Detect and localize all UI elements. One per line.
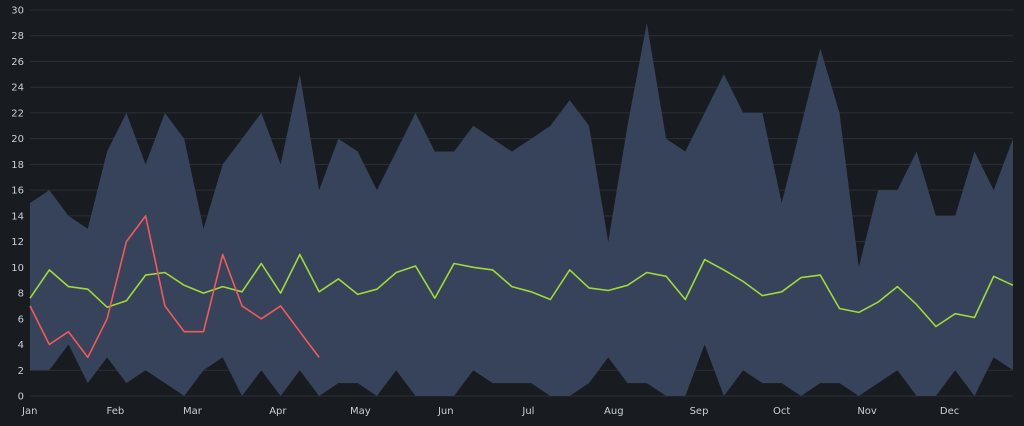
x-tick-label-aug: Aug bbox=[604, 406, 624, 417]
x-tick-label-jun: Jun bbox=[437, 406, 454, 417]
y-tick-label-26: 26 bbox=[11, 57, 24, 68]
y-tick-label-2: 2 bbox=[18, 366, 24, 377]
y-tick-label-28: 28 bbox=[11, 31, 24, 42]
x-axis: Jan Feb Mar Apr May Jun Jul Aug Sep Oct Nov Dec bbox=[21, 406, 959, 417]
x-tick-label-oct: Oct bbox=[773, 406, 790, 417]
y-tick-label-16: 16 bbox=[11, 186, 24, 197]
x-tick-label-mar: Mar bbox=[183, 406, 203, 417]
y-tick-label-30: 30 bbox=[11, 6, 24, 17]
series-lines bbox=[29, 215, 1014, 359]
y-tick-label-24: 24 bbox=[11, 83, 24, 94]
x-tick-label-jan: Jan bbox=[21, 406, 37, 417]
x-tick-label-feb: Feb bbox=[107, 406, 125, 417]
y-tick-label-10: 10 bbox=[11, 263, 24, 274]
y-tick-label-14: 14 bbox=[11, 211, 24, 222]
y-tick-label-6: 6 bbox=[18, 314, 24, 325]
series-line-1 bbox=[29, 253, 1014, 328]
x-tick-label-sep: Sep bbox=[690, 406, 709, 417]
y-tick-label-20: 20 bbox=[11, 134, 24, 145]
range-band bbox=[30, 22, 1013, 397]
range-band-area bbox=[30, 22, 1013, 397]
x-tick-label-apr: Apr bbox=[269, 406, 287, 417]
x-tick-label-jul: Jul bbox=[521, 406, 534, 417]
y-tick-label-12: 12 bbox=[11, 237, 24, 248]
y-tick-label-22: 22 bbox=[11, 108, 24, 119]
series-line-2 bbox=[29, 215, 320, 359]
y-tick-label-8: 8 bbox=[18, 289, 24, 300]
y-tick-label-0: 0 bbox=[18, 392, 24, 403]
y-tick-label-18: 18 bbox=[11, 160, 24, 171]
x-tick-label-nov: Nov bbox=[857, 406, 877, 417]
y-tick-label-4: 4 bbox=[18, 340, 24, 351]
x-tick-label-dec: Dec bbox=[940, 406, 959, 417]
x-tick-label-may: May bbox=[350, 406, 371, 417]
